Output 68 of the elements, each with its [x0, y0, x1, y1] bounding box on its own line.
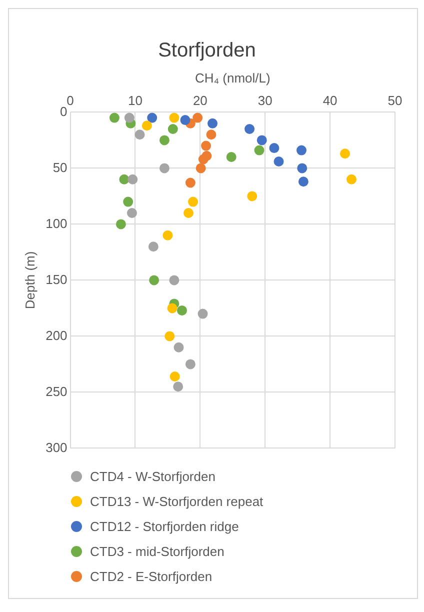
- point: [269, 143, 280, 154]
- x-tick-label: 10: [128, 92, 142, 108]
- y-tick-label: 250: [46, 384, 68, 399]
- point: [169, 112, 180, 123]
- point: [159, 135, 170, 146]
- point: [185, 359, 196, 370]
- y-tick-label: 0: [60, 104, 68, 119]
- point: [119, 174, 130, 184]
- point: [174, 342, 184, 352]
- point: [167, 303, 178, 314]
- point: [164, 331, 175, 342]
- legend-label: CTD12 - Storfjorden ridge: [90, 519, 239, 534]
- y-tick-label: 50: [52, 160, 68, 175]
- y-tick-label: 150: [46, 272, 68, 287]
- point: [208, 118, 218, 128]
- point: [168, 124, 178, 134]
- point: [148, 242, 158, 252]
- point: [128, 174, 138, 184]
- point: [124, 112, 134, 123]
- point: [149, 275, 160, 286]
- point: [180, 115, 190, 126]
- point: [206, 130, 216, 140]
- legend-label: CTD4 - W-Storfjorden: [90, 469, 216, 484]
- point: [162, 230, 173, 240]
- point: [126, 208, 137, 218]
- y-axis-title: Depth (m): [22, 251, 38, 310]
- point: [123, 196, 134, 207]
- x-tick-label: 30: [258, 92, 272, 108]
- point: [198, 154, 208, 164]
- point: [346, 174, 356, 184]
- chart-title: Storfjorden: [158, 40, 256, 62]
- legend-label: CTD2 - E-Storfjorden: [90, 569, 212, 584]
- point: [183, 208, 194, 218]
- y-tick-label: 200: [46, 328, 68, 343]
- point: [198, 308, 208, 319]
- point: [173, 382, 184, 392]
- point: [226, 152, 236, 162]
- x-tick-label: 40: [322, 92, 338, 108]
- point: [188, 196, 198, 207]
- point: [147, 112, 158, 123]
- point: [256, 135, 267, 146]
- point: [109, 112, 120, 123]
- point: [340, 148, 350, 159]
- point: [159, 163, 170, 174]
- point: [254, 145, 264, 156]
- point: [142, 120, 152, 131]
- point: [274, 156, 284, 166]
- point: [196, 163, 206, 174]
- x-axis-title: CH₄ (nmol/L): [194, 70, 270, 86]
- point: [244, 124, 255, 134]
- point: [192, 112, 203, 123]
- point: [296, 145, 306, 156]
- point: [169, 275, 180, 286]
- point: [116, 219, 126, 230]
- legend-label: CTD3 - mid-Storfjorden: [90, 544, 224, 559]
- legend-label: CTD13 - W-Storfjorden repeat: [90, 494, 264, 509]
- point: [298, 176, 308, 187]
- x-tick-label: 50: [388, 92, 402, 108]
- point: [297, 163, 308, 174]
- y-tick-label: 100: [46, 216, 68, 231]
- point: [247, 191, 258, 202]
- point: [176, 305, 187, 316]
- point: [201, 140, 212, 151]
- x-tick-label: 20: [192, 92, 208, 108]
- y-tick-label: 300: [46, 440, 68, 455]
- point: [185, 178, 196, 188]
- point: [170, 372, 180, 382]
- point: [134, 130, 145, 140]
